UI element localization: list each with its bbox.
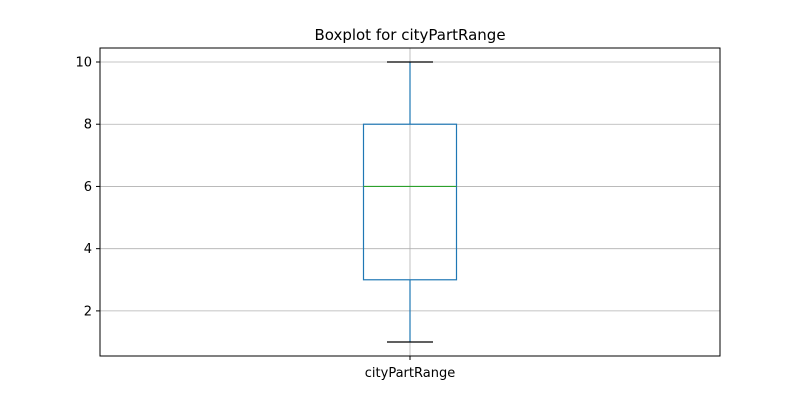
y-tick-label: 2 xyxy=(84,304,92,319)
y-tick-label: 6 xyxy=(84,180,92,195)
chart-title: Boxplot for cityPartRange xyxy=(314,26,505,44)
y-tick-label: 4 xyxy=(84,242,92,257)
y-tick-label: 10 xyxy=(75,56,92,71)
y-axis: 2 4 6 8 10 xyxy=(75,56,100,319)
x-axis: cityPartRange xyxy=(365,356,455,381)
x-tick-label: cityPartRange xyxy=(365,366,455,381)
y-tick-label: 8 xyxy=(84,118,92,133)
box-layer xyxy=(362,61,458,343)
